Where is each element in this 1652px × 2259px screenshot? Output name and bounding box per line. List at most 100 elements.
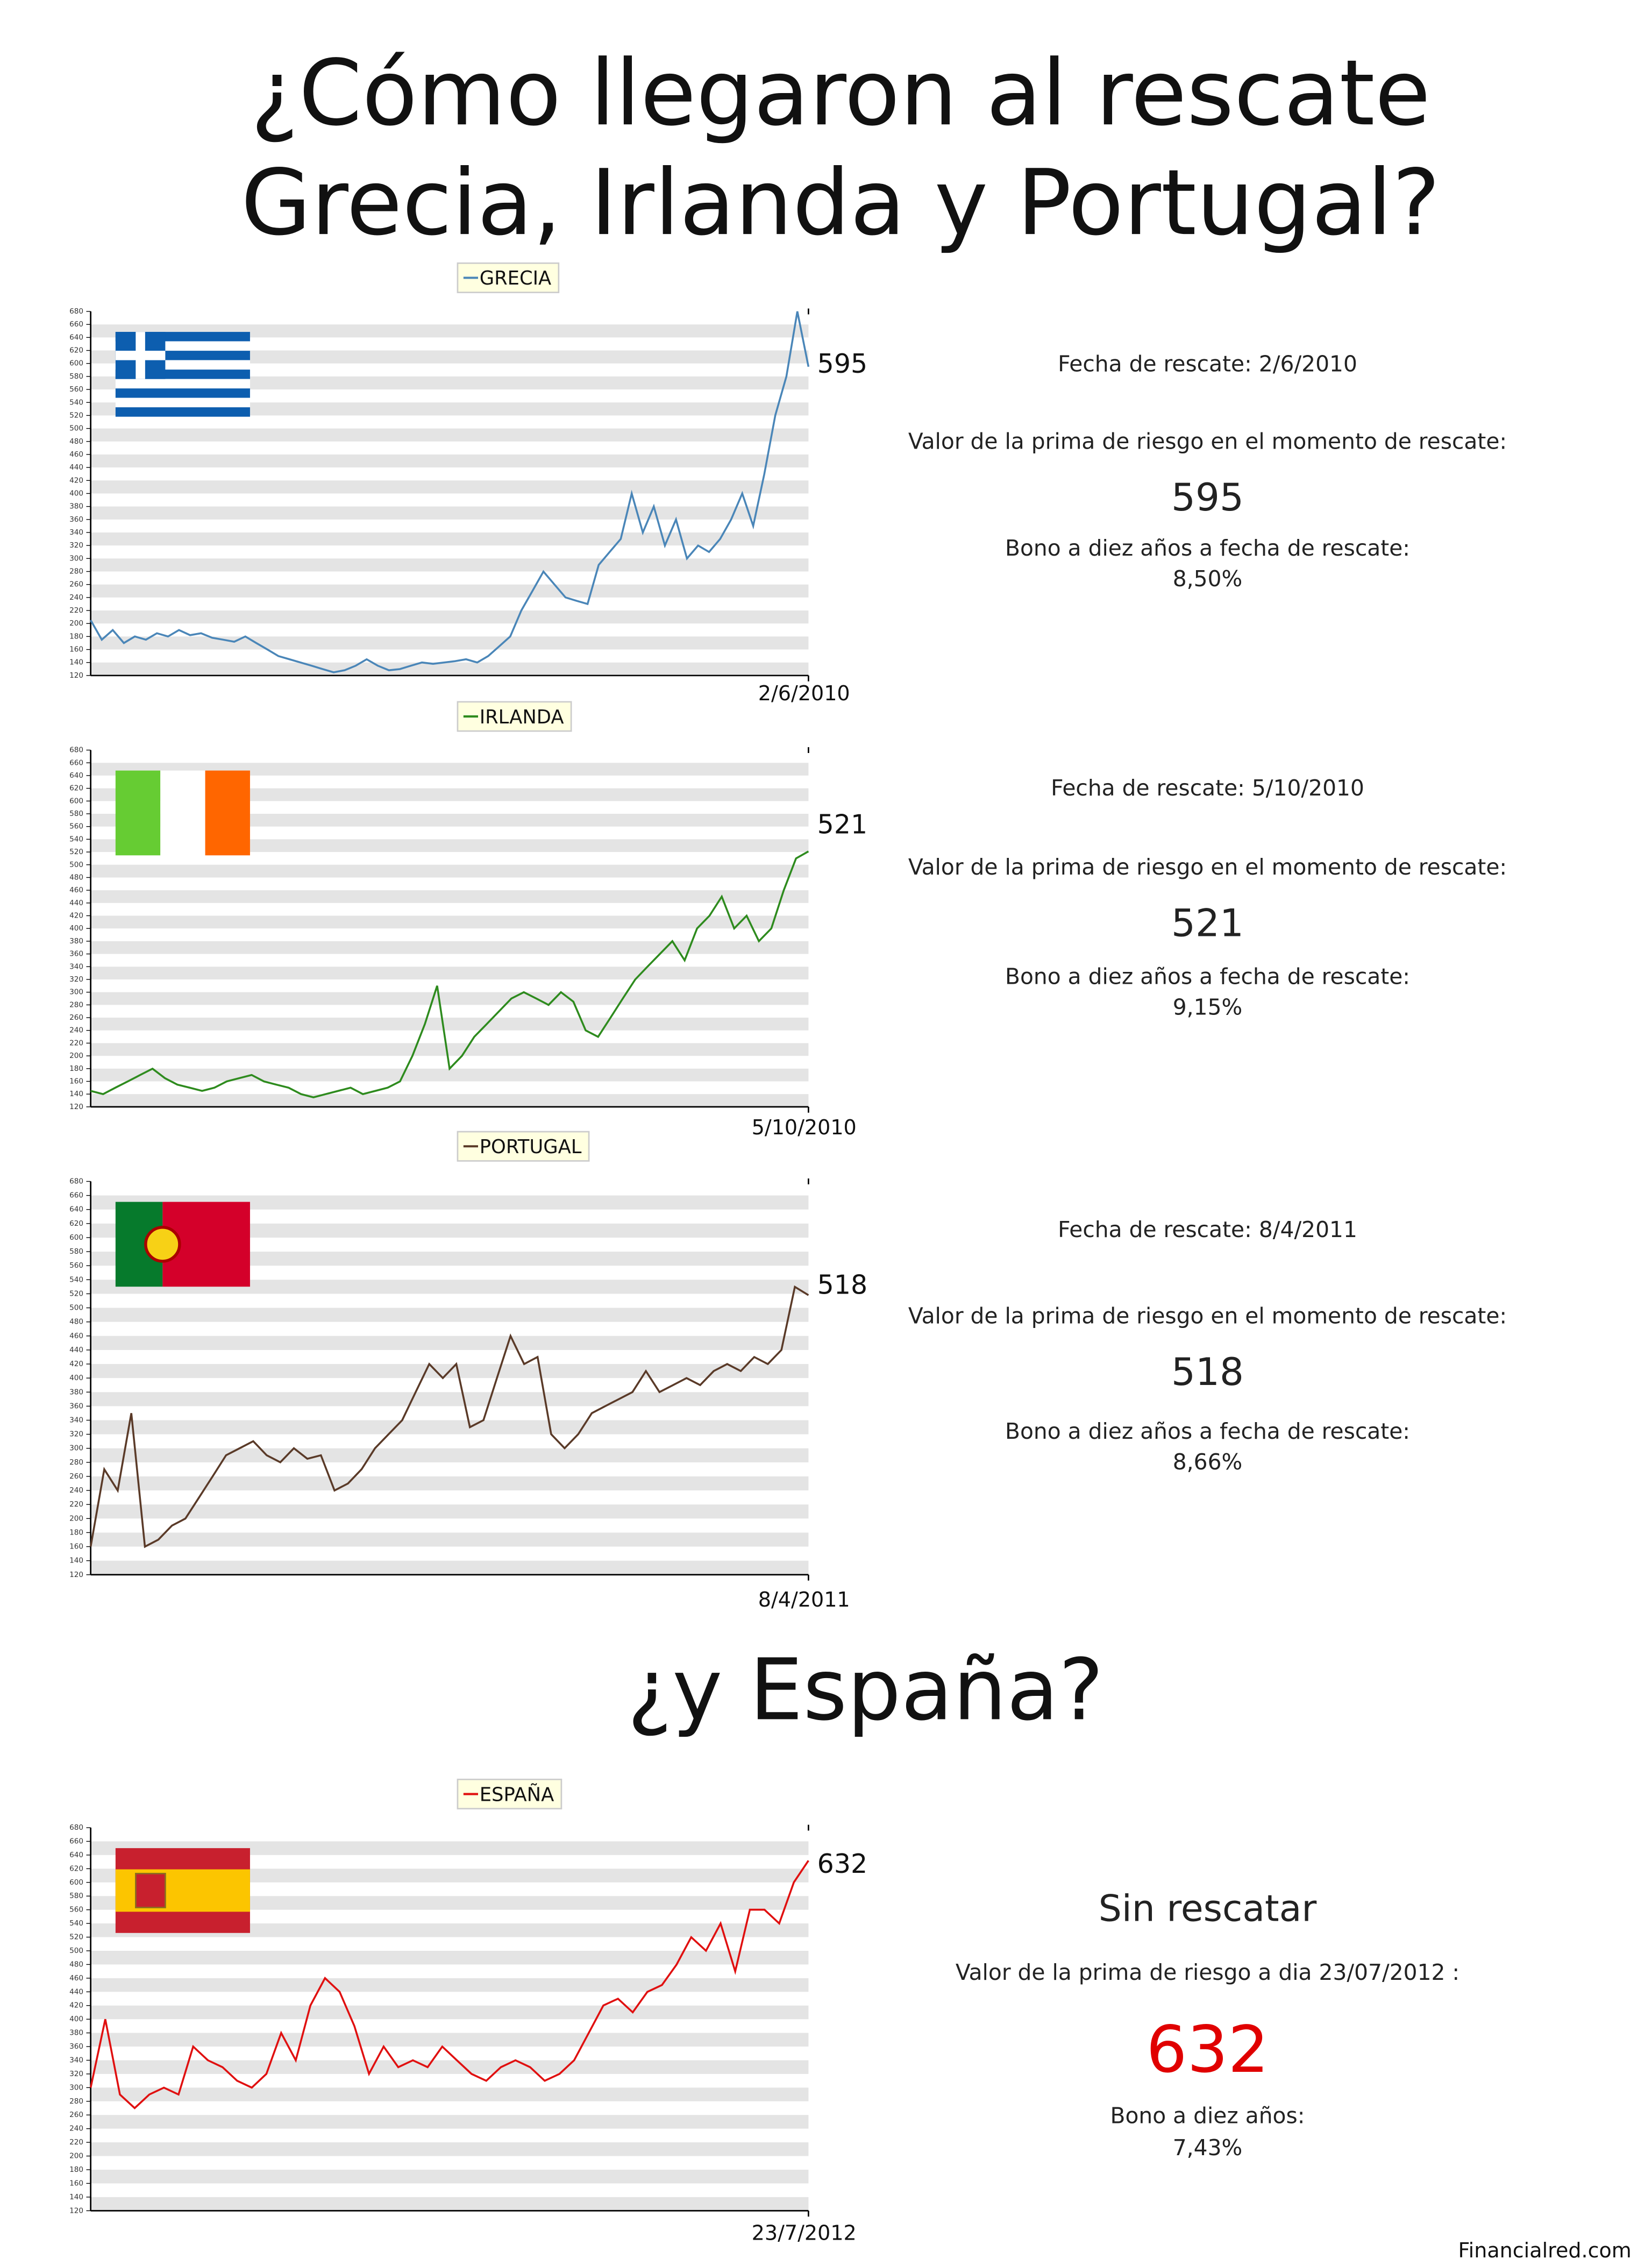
y-tick-label: 620 (69, 346, 83, 355)
grid-band (90, 2169, 809, 2184)
title: Grecia, Irlanda y Portugal? (241, 150, 1440, 255)
panel-prima-label: Valor de la prima de riesgo a dia 23/07/… (956, 1959, 1459, 1985)
grid-band (90, 941, 809, 954)
y-tick-label: 160 (69, 645, 83, 654)
end-value-label: 632 (817, 1849, 867, 1879)
y-tick-label: 200 (69, 619, 83, 628)
end-value-label: 595 (817, 349, 867, 379)
y-tick-label: 120 (69, 671, 83, 680)
y-tick-label: 300 (69, 988, 83, 997)
y-tick-label: 360 (69, 1402, 83, 1410)
y-tick-label: 480 (69, 873, 83, 882)
grid-band (90, 967, 809, 979)
y-tick-label: 580 (69, 1892, 83, 1900)
y-tick-label: 160 (69, 2179, 83, 2187)
y-tick-label: 380 (69, 1388, 83, 1396)
panel-date: Fecha de rescate: 8/4/2011 (1058, 1217, 1357, 1242)
grid-band (90, 992, 809, 1005)
panel-date: Fecha de rescate: 2/6/2010 (1058, 351, 1357, 377)
flag-stripe (115, 407, 250, 417)
y-tick-label: 340 (69, 962, 83, 971)
grid-band (90, 584, 809, 598)
y-tick-label: 320 (69, 975, 83, 984)
y-tick-label: 340 (69, 1416, 83, 1424)
y-tick-label: 420 (69, 2001, 83, 2010)
y-tick-label: 280 (69, 1458, 83, 1467)
y-tick-label: 540 (69, 1275, 83, 1284)
grid-band (90, 890, 809, 903)
grid-band (90, 864, 809, 878)
panel-bono-label: Bono a diez años a fecha de rescate: (1005, 535, 1410, 561)
y-tick-label: 240 (69, 1486, 83, 1495)
y-tick-label: 460 (69, 1974, 83, 1983)
y-tick-label: 500 (69, 424, 83, 433)
y-tick-label: 220 (69, 1500, 83, 1509)
y-tick-label: 220 (69, 1039, 83, 1047)
y-tick-label: 480 (69, 1318, 83, 1326)
panel-bono-label: Bono a diez años a fecha de rescate: (1005, 964, 1410, 990)
y-tick-label: 400 (69, 489, 83, 498)
y-tick-label: 280 (69, 2097, 83, 2106)
title: ¿Cómo llegaron al rescate (251, 40, 1430, 146)
legend-label: GRECIA (480, 267, 552, 289)
grid-band (90, 2060, 809, 2074)
grid-band (90, 506, 809, 520)
grid-band (90, 558, 809, 572)
panel-prima-label: Valor de la prima de riesgo en el moment… (908, 854, 1507, 880)
grid-band (90, 1504, 809, 1519)
x-end-label: 8/4/2011 (758, 1588, 850, 1611)
y-tick-label: 460 (69, 886, 83, 894)
grid-band (90, 814, 809, 827)
flag-stripe (115, 397, 250, 408)
y-tick-label: 520 (69, 848, 83, 856)
y-tick-label: 440 (69, 1346, 83, 1354)
y-tick-label: 340 (69, 2056, 83, 2064)
y-tick-label: 660 (69, 1837, 83, 1845)
y-tick-label: 140 (69, 1557, 83, 1565)
flag-stripe (205, 770, 250, 856)
y-tick-label: 300 (69, 554, 83, 563)
y-tick-label: 500 (69, 1947, 83, 1955)
grid-band (90, 788, 809, 801)
y-tick-label: 380 (69, 502, 83, 511)
y-tick-label: 580 (69, 372, 83, 381)
y-tick-label: 680 (69, 746, 83, 755)
panel-bono-label: Bono a diez años: (1110, 2102, 1305, 2128)
panel-prima: 595 (1171, 475, 1244, 520)
grid-band (90, 2115, 809, 2129)
x-end-label: 2/6/2010 (758, 681, 850, 705)
grid-band (90, 1335, 809, 1350)
panel-date: Fecha de rescate: 5/10/2010 (1051, 775, 1364, 801)
y-tick-label: 680 (69, 1823, 83, 1832)
y-tick-label: 520 (69, 1289, 83, 1298)
y-tick-label: 220 (69, 606, 83, 615)
grid-band (90, 454, 809, 468)
grid-band (90, 1392, 809, 1406)
y-tick-label: 420 (69, 912, 83, 920)
grid-band (90, 1308, 809, 1322)
y-tick-label: 520 (69, 1933, 83, 1942)
y-tick-label: 360 (69, 2042, 83, 2051)
y-tick-label: 200 (69, 1514, 83, 1523)
y-tick-label: 560 (69, 385, 83, 394)
y-tick-label: 680 (69, 1177, 83, 1186)
y-tick-label: 480 (69, 437, 83, 446)
y-tick-label: 540 (69, 835, 83, 843)
y-tick-label: 640 (69, 771, 83, 780)
y-tick-label: 620 (69, 784, 83, 793)
y-tick-label: 220 (69, 2138, 83, 2147)
y-tick-label: 180 (69, 1528, 83, 1537)
y-tick-label: 180 (69, 1064, 83, 1073)
panel-status: Sin rescatar (1099, 1888, 1317, 1930)
y-tick-label: 140 (69, 658, 83, 667)
y-tick-label: 500 (69, 1304, 83, 1312)
y-tick-label: 560 (69, 1906, 83, 1914)
panel-bono-label: Bono a diez años a fecha de rescate: (1005, 1418, 1410, 1444)
grid-band (90, 636, 809, 650)
y-tick-label: 480 (69, 1960, 83, 1969)
y-tick-label: 620 (69, 1219, 83, 1228)
panel-bono: 9,15% (1173, 994, 1243, 1020)
grid-band (90, 1532, 809, 1547)
legend-label: ESPAÑA (480, 1783, 554, 1806)
